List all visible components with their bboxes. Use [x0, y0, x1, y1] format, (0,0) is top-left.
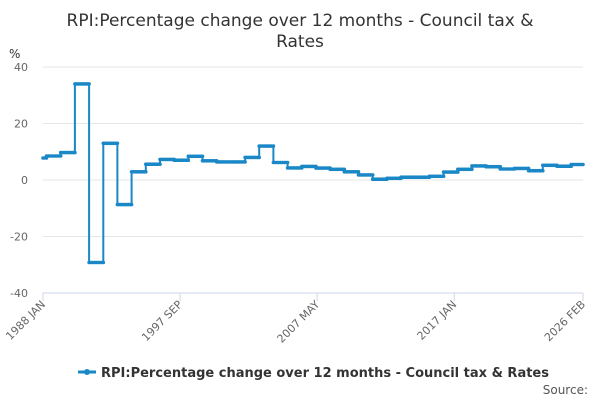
data-point — [470, 168, 474, 172]
series-step — [73, 82, 91, 86]
series-step — [130, 170, 148, 174]
series-step — [527, 169, 545, 173]
y-tick-label: 40 — [14, 61, 28, 74]
series-step — [116, 203, 134, 207]
y-tick-label: -20 — [10, 231, 28, 244]
chart-title-line-1: RPI:Percentage change over 12 months - C… — [67, 11, 534, 31]
series-step — [45, 154, 63, 158]
data-point — [187, 158, 191, 162]
series-step — [243, 156, 261, 160]
data-point — [581, 163, 585, 167]
data-point — [144, 170, 148, 174]
x-tick-label: 2007 MAY — [275, 298, 323, 346]
data-point — [541, 169, 545, 173]
series-step — [357, 173, 375, 177]
data-point — [116, 142, 120, 146]
data-point — [286, 161, 290, 165]
data-point — [371, 173, 375, 177]
series-step — [569, 163, 584, 167]
series-step — [187, 155, 205, 159]
legend-label: RPI:Percentage change over 12 months - C… — [101, 366, 549, 381]
data-point — [357, 170, 361, 174]
y-axis-ticks: 40 20 0 -20 -40 — [10, 61, 28, 300]
x-tick-label: 1988 JAN — [3, 298, 48, 343]
series-step — [428, 175, 446, 179]
series-step — [172, 158, 190, 162]
series-step — [272, 161, 290, 165]
data-point — [257, 156, 261, 160]
data-point — [158, 162, 162, 166]
series-step — [399, 175, 431, 179]
x-axis: 1988 JAN 1997 SEP 2007 MAY 2017 JAN 2026 FEB — [3, 293, 588, 346]
series-step — [215, 160, 247, 164]
series-step — [343, 170, 361, 174]
series-step — [257, 144, 275, 148]
series-step — [102, 142, 120, 146]
data-point — [59, 154, 63, 158]
source-label: Source: — [543, 383, 588, 397]
x-tick-label: 1997 SEP — [139, 298, 185, 344]
data-point — [130, 203, 134, 207]
x-tick-label: 2026 FEB — [542, 298, 588, 344]
legend[interactable]: RPI:Percentage change over 12 months - C… — [78, 366, 549, 381]
data-point — [73, 151, 77, 155]
gridlines — [43, 67, 583, 293]
y-axis-unit-label: % — [9, 47, 20, 61]
data-point — [201, 155, 205, 159]
series-step — [87, 261, 105, 265]
y-tick-label: 0 — [21, 174, 28, 187]
data-point — [87, 82, 91, 86]
data-point — [102, 261, 106, 265]
chart: RPI:Percentage change over 12 months - C… — [0, 0, 600, 400]
series-step — [59, 151, 77, 155]
x-tick-label: 2017 JAN — [415, 298, 460, 343]
data-point — [243, 160, 247, 164]
y-tick-label: 20 — [14, 118, 28, 131]
data-point — [272, 144, 276, 148]
series-step — [456, 168, 474, 172]
legend-marker — [84, 369, 90, 375]
y-tick-label: -40 — [10, 287, 28, 300]
series-line — [43, 84, 583, 263]
series-step — [144, 162, 162, 166]
data-point — [442, 175, 446, 179]
chart-title-line-2: Rates — [276, 32, 324, 52]
